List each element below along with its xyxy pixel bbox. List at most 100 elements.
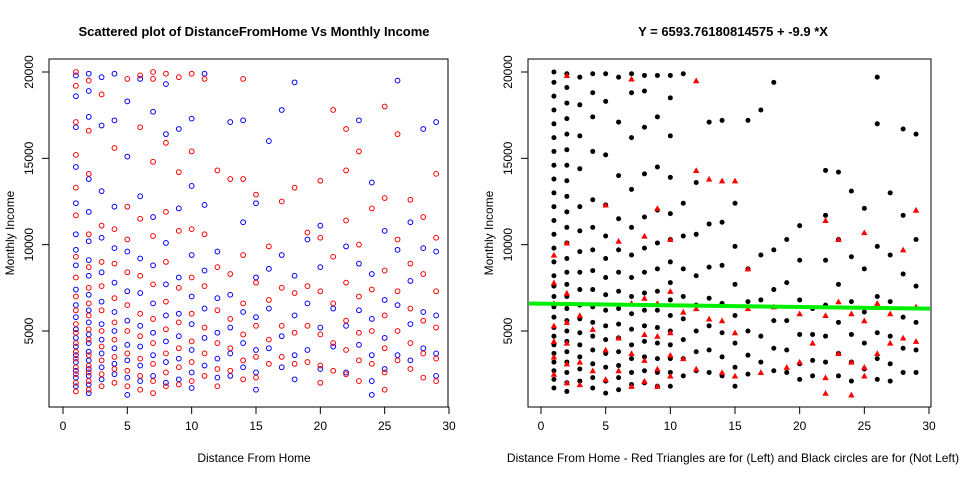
data-point-open-circle <box>175 74 182 81</box>
data-point-red-triangle <box>589 367 596 374</box>
data-point-open-circle <box>304 236 311 243</box>
data-point-black-circle <box>732 281 738 287</box>
data-point-black-circle <box>590 319 596 325</box>
data-point-red-triangle <box>887 310 894 317</box>
data-point-open-circle <box>137 362 144 369</box>
data-point-open-circle <box>201 305 208 312</box>
data-point-open-circle <box>201 335 208 341</box>
data-point-open-circle <box>124 317 131 324</box>
data-point-black-circle <box>551 245 557 251</box>
left-axes: 0 5 10 15 20 25 30 5000 10000 15000 20000 <box>22 55 456 433</box>
data-point-black-circle <box>564 281 570 287</box>
data-point-red-triangle <box>887 339 894 346</box>
data-point-black-circle <box>641 245 647 251</box>
data-point-open-circle <box>214 295 221 302</box>
data-point-black-circle <box>590 148 596 154</box>
data-point-open-circle <box>111 226 118 233</box>
right-points <box>550 69 920 398</box>
data-point-black-circle <box>706 264 712 270</box>
data-point-black-circle <box>551 79 557 85</box>
data-point-black-circle <box>745 352 751 358</box>
data-point-black-circle <box>564 224 570 230</box>
data-point-black-circle <box>603 337 609 343</box>
data-point-open-circle <box>394 352 401 359</box>
data-point-open-circle <box>98 376 105 383</box>
data-point-black-circle <box>745 299 751 305</box>
data-point-open-circle <box>407 278 414 284</box>
data-point-red-triangle <box>848 310 855 317</box>
data-point-open-circle <box>124 341 131 348</box>
data-point-open-circle <box>227 176 234 182</box>
data-point-open-circle <box>175 376 182 383</box>
data-point-open-circle <box>137 333 144 340</box>
right-y-tick-label: 20000 <box>501 55 515 89</box>
data-point-open-circle <box>150 108 156 115</box>
data-point-open-circle <box>150 378 156 384</box>
data-point-open-circle <box>278 354 285 360</box>
data-point-open-circle <box>433 350 440 357</box>
data-point-open-circle <box>381 227 388 234</box>
data-point-black-circle <box>784 280 790 286</box>
data-point-open-circle <box>356 378 362 384</box>
data-point-black-circle <box>874 293 880 299</box>
data-point-black-circle <box>654 288 660 294</box>
data-point-open-circle <box>150 281 156 288</box>
data-point-open-circle <box>304 322 311 329</box>
data-point-open-circle <box>85 291 92 298</box>
data-point-open-circle <box>150 390 156 397</box>
data-point-open-circle <box>85 208 92 215</box>
data-point-open-circle <box>304 283 311 290</box>
data-point-open-circle <box>150 158 156 165</box>
data-point-open-circle <box>356 241 362 248</box>
data-point-open-circle <box>175 345 182 352</box>
data-point-open-circle <box>72 307 79 314</box>
data-point-black-circle <box>577 204 583 210</box>
data-point-red-triangle <box>899 246 907 253</box>
data-point-open-circle <box>163 131 169 138</box>
left-x-axis-label: Distance From Home <box>197 451 311 465</box>
data-point-black-circle <box>603 233 609 239</box>
data-point-open-circle <box>163 208 169 215</box>
data-point-black-circle <box>551 385 557 391</box>
left-y-axis-label: Monthly Income <box>3 190 17 275</box>
data-point-red-triangle <box>654 205 661 211</box>
data-point-black-circle <box>848 299 854 305</box>
data-point-red-triangle <box>641 357 648 363</box>
data-point-red-triangle <box>550 322 558 329</box>
data-point-open-circle <box>137 322 144 329</box>
right-plot-frame <box>527 58 932 408</box>
data-point-open-circle <box>214 167 221 174</box>
data-point-red-triangle <box>628 75 635 82</box>
data-point-red-triangle <box>757 369 765 375</box>
data-point-black-circle <box>551 204 557 210</box>
data-point-open-circle <box>214 374 221 381</box>
data-point-open-circle <box>407 196 414 203</box>
data-point-open-circle <box>150 329 156 336</box>
data-point-open-circle <box>227 345 234 352</box>
data-point-open-circle <box>72 200 79 207</box>
data-point-black-circle <box>577 74 583 80</box>
data-point-open-circle <box>433 119 440 125</box>
data-point-black-circle <box>590 361 596 367</box>
data-point-open-circle <box>201 267 208 274</box>
data-point-open-circle <box>137 272 144 279</box>
data-point-open-circle <box>201 70 208 77</box>
data-point-black-circle <box>616 349 622 355</box>
data-point-open-circle <box>111 319 118 326</box>
data-point-open-circle <box>72 72 79 79</box>
data-point-black-circle <box>641 338 647 344</box>
data-point-open-circle <box>368 271 375 277</box>
left-x-tick-label: 10 <box>185 419 199 433</box>
data-point-black-circle <box>551 259 557 265</box>
data-point-black-circle <box>641 88 647 94</box>
data-point-open-circle <box>240 357 247 364</box>
data-point-open-circle <box>72 293 79 300</box>
data-point-open-circle <box>72 253 79 260</box>
data-point-black-circle <box>641 323 647 329</box>
data-point-red-triangle <box>615 238 622 244</box>
data-point-open-circle <box>111 379 118 386</box>
data-point-black-circle <box>590 375 596 381</box>
data-point-open-circle <box>124 374 131 381</box>
data-point-open-circle <box>381 103 388 110</box>
data-point-open-circle <box>72 364 79 371</box>
